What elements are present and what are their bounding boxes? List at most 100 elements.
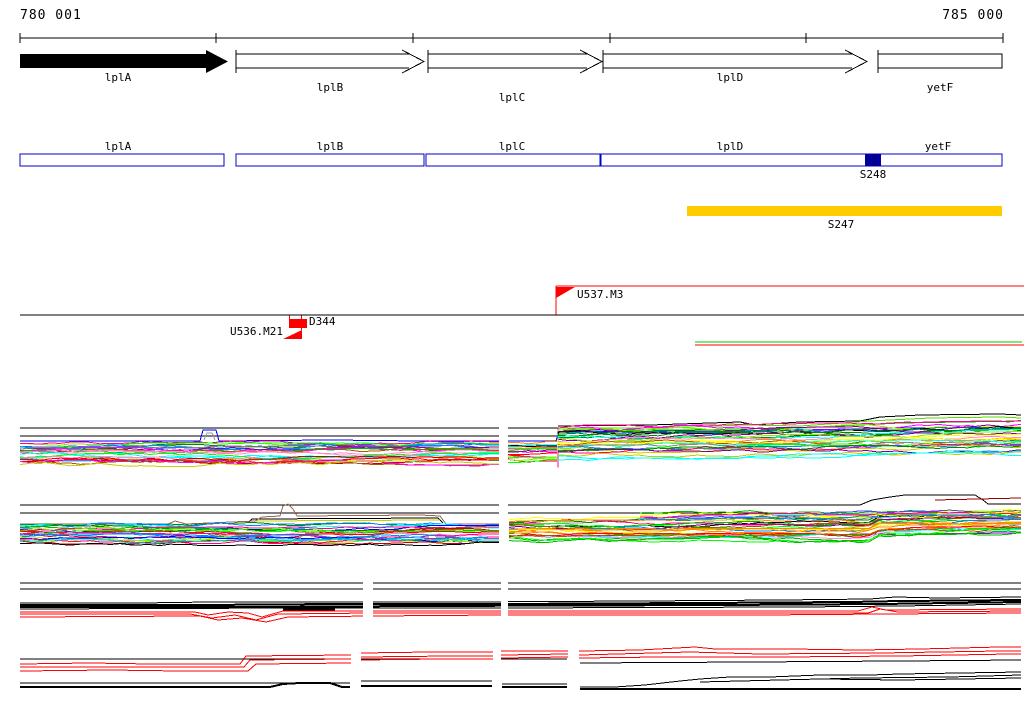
coverage-band-2-gap-0	[499, 490, 508, 548]
site-S248[interactable]	[865, 154, 881, 166]
gene-arrow-yetF[interactable]	[877, 53, 1003, 69]
coverage-band-2-noise-0-19	[19, 538, 499, 544]
segment-box-3[interactable]	[600, 153, 1003, 167]
coverage-band-2-noise-0-9	[19, 529, 499, 536]
read-band-3-trace-1	[20, 599, 1022, 606]
coverage-band-2-noise-0-23	[19, 541, 499, 547]
read-band-4-trace-8	[699, 674, 1022, 683]
coverage-band-2-noise-2-5	[639, 513, 1021, 521]
region-label-S247: S247	[827, 218, 855, 231]
gene-arrow-head-lplD	[844, 49, 869, 74]
coverage-band-2-noise-2-1	[639, 509, 1021, 519]
coverage-band-1-noise-2-11	[557, 431, 1021, 456]
coverage-band-2-noise-1-23	[508, 532, 1021, 544]
read-band-4-trace-7	[580, 671, 1022, 688]
coverage-band-1-noise-2-20	[557, 441, 1021, 465]
coverage-band-2-noise-1-16	[508, 522, 1021, 536]
coverage-band-2-noise-1-5	[508, 518, 1021, 529]
gene-arrow-head-lplC	[579, 49, 604, 74]
coverage-band-2-noise-0-15	[19, 533, 499, 541]
coverage-band-1-noise-1-7	[507, 448, 557, 452]
coverage-band-2-noise-1-4	[508, 512, 1022, 528]
coverage-band-1-noise-0-23	[19, 458, 499, 466]
coverage-band-1-trace-0	[20, 429, 499, 442]
marker-flag-U537.M3[interactable]	[556, 287, 575, 298]
coverage-band-1-gap-0	[499, 413, 508, 470]
coverage-band-2-noise-2-3	[639, 511, 1021, 519]
read-band-3-trace-2	[20, 601, 1022, 608]
coverage-band-2-trace-0	[859, 494, 1021, 506]
segment-box-2[interactable]	[425, 153, 601, 167]
marker-label-U536.M21: U536.M21	[230, 325, 283, 338]
coverage-band-1-noise-1-17	[508, 459, 557, 463]
coverage-band-1-noise-1-10	[508, 452, 557, 455]
read-band-4-gap-2	[568, 641, 579, 695]
coverage-band-1-noise-0-20	[19, 456, 499, 462]
coverage-band-1-noise-1-4	[507, 444, 557, 448]
gene-label-lplB: lplB	[316, 81, 344, 94]
coverage-band-2-noise-2-6	[639, 514, 1021, 521]
coverage-band-2-noise-0-6	[19, 526, 499, 532]
coverage-band-1-noise-1-5	[507, 447, 557, 450]
coverage-band-1-trace-3	[557, 413, 1022, 427]
gene-label-lplD: lplD	[716, 71, 744, 84]
coverage-band-1-noise-3-0	[557, 444, 1022, 452]
segment-box-0[interactable]	[19, 153, 225, 167]
gene-label-lplA: lplA	[104, 71, 132, 84]
gene-arrow-lplA[interactable]	[20, 50, 228, 73]
read-band-4-gap-0	[351, 641, 361, 695]
coverage-band-1-noise-3-2	[557, 451, 1021, 458]
ruler-start-coordinate: 780 001	[20, 8, 82, 23]
coverage-band-1-noise-0-1	[20, 440, 499, 446]
segment-label-lplA: lplA	[104, 140, 132, 153]
coverage-band-1-noise-1-8	[507, 450, 557, 453]
read-band-4-gap-1	[493, 641, 501, 695]
coverage-band-2-noise-0-22	[19, 538, 499, 545]
coverage-band-2-noise-1-22	[508, 527, 1021, 543]
marker-label-D344: D344	[309, 315, 336, 328]
read-band-4-trace-0	[579, 659, 1022, 664]
coverage-band-2-noise-1-6	[508, 514, 1021, 529]
coverage-band-1-noise-2-0	[557, 420, 1022, 445]
gene-arrow-head-lplB	[401, 49, 426, 74]
marker-flag-U536.M21[interactable]	[283, 330, 302, 339]
segment-label-lplC: lplC	[498, 140, 526, 153]
marker-label-U537.M3: U537.M3	[577, 288, 624, 301]
coverage-band-1-noise-1-9	[507, 449, 557, 453]
gene-label-yetF: yetF	[926, 81, 954, 94]
coverage-band-1-noise-1-14	[507, 456, 557, 459]
gene-label-lplC: lplC	[498, 91, 526, 104]
coverage-band-1-noise-1-3	[507, 444, 557, 448]
coverage-band-1-noise-0-25	[19, 460, 499, 468]
coverage-band-2-noise-0-1	[19, 522, 499, 528]
read-band-3-gap-1	[501, 578, 508, 625]
region-S247[interactable]	[687, 206, 1002, 216]
read-band-3-trace-3	[19, 603, 1022, 610]
ruler-end-coordinate: 785 000	[942, 8, 1004, 23]
coverage-band-1-noise-0-24	[19, 459, 499, 467]
coverage-band-2-noise-1-13	[508, 521, 1022, 532]
read-band-4-trace-9	[819, 677, 1022, 681]
coverage-band-2-trace-4	[20, 503, 499, 525]
read-band-3-gap-0	[363, 578, 373, 625]
read-band-4-trace-3	[19, 653, 1021, 672]
coverage-band-1-noise-2-7	[557, 428, 1022, 452]
read-band-4-trace-1	[19, 646, 1021, 665]
coverage-band-2-noise-0-18	[19, 535, 499, 543]
coverage-band-1-noise-1-0	[507, 440, 557, 445]
coverage-band-1-noise-1-16	[507, 457, 557, 462]
coverage-band-2-trace-3	[249, 519, 441, 522]
coverage-band-2-noise-0-12	[19, 530, 499, 538]
coverage-band-1-noise-0-12	[19, 449, 499, 456]
read-band-3-trace-0	[20, 596, 1022, 604]
segment-label-lplB: lplB	[316, 140, 344, 153]
segment-box-1[interactable]	[235, 153, 425, 167]
read-band-4-trace-10	[20, 682, 350, 688]
site-label-S248: S248	[859, 168, 887, 181]
segment-label-yetF: yetF	[924, 140, 952, 153]
coverage-band-1-noise-3-4	[557, 451, 1021, 462]
coverage-band-2-trace-1	[934, 497, 1022, 501]
marker-box-D344[interactable]	[289, 319, 307, 328]
coverage-band-2-noise-0-0	[19, 521, 499, 529]
